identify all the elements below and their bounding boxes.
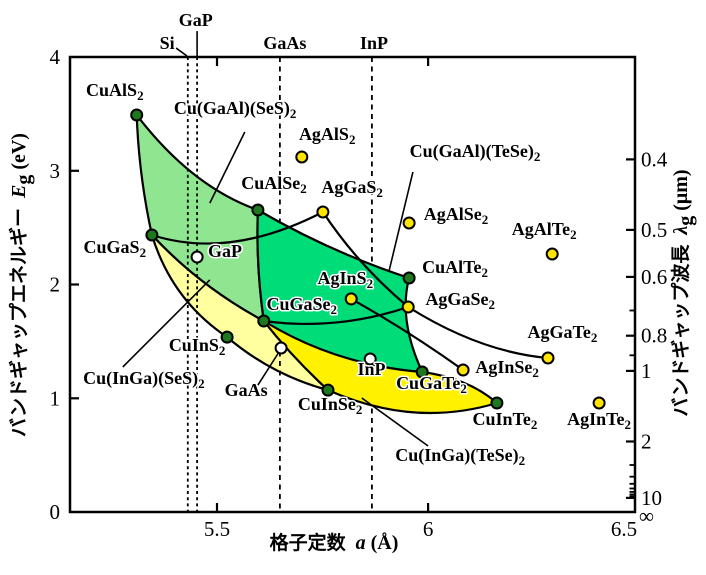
data-point-AgAlS2 <box>295 150 309 164</box>
label-InP: InP <box>357 359 385 379</box>
label-CuGaS2: CuGaS2 <box>84 237 147 260</box>
data-point-CuGaTe2 <box>415 365 429 379</box>
x-axis-title: 格子定数 a (Å) <box>270 531 399 554</box>
data-point-CuGaSe2 <box>257 314 271 328</box>
label-CuInS2: CuInS2 <box>169 335 226 358</box>
label-AgGaSe2: AgGaSe2 <box>425 289 495 312</box>
top-label-InP: InP <box>360 33 388 53</box>
data-point-CuInSe2 <box>321 383 335 397</box>
axis-ticks: 5.5 6 6.5 0 1 2 3 4 0.4 0.5 0.6 0.8 1 2 10∞ <box>50 45 668 541</box>
label-CuGaTe2: CuGaTe2 <box>396 373 467 396</box>
x-tick-label-6: 6 <box>423 517 434 541</box>
top-label-GaAs: GaAs <box>263 33 306 53</box>
data-point-CuInTe2 <box>490 396 504 410</box>
alloy-curve-cugase-aggase <box>263 305 409 326</box>
y-left-tick-label-4: 4 <box>50 45 61 69</box>
label-AgInSe2: AgInSe2 <box>475 357 539 380</box>
label-CuAlTe2: CuAlTe2 <box>422 257 488 280</box>
label-AgAlS2: AgAlS2 <box>299 124 356 147</box>
data-point-AgGaSe2 <box>401 300 415 314</box>
y-left-tick-label-2: 2 <box>50 273 61 297</box>
label-GaAs: GaAs <box>225 380 268 400</box>
region-label-cu-inga-ses: Cu(InGa)(SeS)2 <box>83 368 205 391</box>
y-left-axis-title: バンドギャップエネルギー Eg (eV) <box>7 133 35 437</box>
region-label-cu-gaal-ses: Cu(GaAl)(SeS)2 <box>174 98 297 121</box>
data-point-AgAlSe2 <box>402 216 416 230</box>
x-tick-label-6.5: 6.5 <box>611 517 637 541</box>
data-point-CuAlTe2 <box>402 271 416 285</box>
x-tick-label-5.5: 5.5 <box>204 517 230 541</box>
label-AgAlTe2: AgAlTe2 <box>512 219 577 242</box>
data-point-InP <box>363 352 377 366</box>
y-left-tick-label-0: 0 <box>50 500 61 524</box>
top-label-GaP: GaP <box>179 10 213 30</box>
leader-ldr-inga-tese <box>361 397 429 447</box>
label-CuAlS2: CuAlS2 <box>86 80 144 103</box>
y-right-tick-label-0.4: 0.4 <box>641 147 668 171</box>
data-point-GaAs <box>274 341 288 355</box>
y-right-infinity-label: ∞ <box>639 504 654 528</box>
leader-ldr-ses <box>209 131 246 204</box>
y-right-tick-label-0.5: 0.5 <box>641 218 667 242</box>
label-AgGaS2: AgGaS2 <box>321 177 383 200</box>
label-CuInSe2: CuInSe2 <box>298 394 363 417</box>
label-AgGaTe2: AgGaTe2 <box>527 322 597 345</box>
top-label-Si: Si <box>160 33 175 53</box>
data-point-GaP <box>190 250 204 264</box>
data-point-AgInS2 <box>344 292 358 306</box>
y-left-tick-label-3: 3 <box>50 159 61 183</box>
alloy-curve-cuags-line <box>151 211 324 245</box>
y-right-tick-label-0.6: 0.6 <box>641 265 667 289</box>
data-point-CuInS2 <box>220 330 234 344</box>
data-point-AgGaTe2 <box>541 351 555 365</box>
y-right-tick-label-1: 1 <box>641 359 652 383</box>
y-left-tick-label-1: 1 <box>50 386 61 410</box>
leader-ldr-tese <box>388 171 414 273</box>
y-right-axis-title: バンドギャップ波長 λg (μm) <box>669 169 697 416</box>
region-label-cu-inga-tese: Cu(InGa)(TeSe)2 <box>395 445 525 468</box>
y-right-tick-label-2: 2 <box>641 430 652 454</box>
alloy-curve-agins-aginse <box>350 297 464 371</box>
data-point-AgInSe2 <box>456 363 470 377</box>
data-point-CuGaS2 <box>145 228 159 242</box>
alloy-curve-aggas-aggase <box>321 211 409 308</box>
label-CuAlSe2: CuAlSe2 <box>241 173 307 196</box>
label-CuGaSe2: CuGaSe2 <box>267 294 338 317</box>
data-point-CuAlSe2 <box>251 203 265 217</box>
y-right-tick-label-0.8: 0.8 <box>641 324 667 348</box>
label-AgInS2: AgInS2 <box>318 268 374 291</box>
leader-ldr-inga-ses <box>122 279 211 368</box>
label-GaP: GaP <box>208 241 242 261</box>
label-AgInTe2: AgInTe2 <box>567 409 631 432</box>
data-point-AgAlTe2 <box>545 247 559 261</box>
region-label-cu-gaal-tese: Cu(GaAl)(TeSe)2 <box>410 141 541 164</box>
leader-ldr-si <box>175 47 188 57</box>
data-point-AgInTe2 <box>592 396 606 410</box>
y-right-tick-label-10: 10 <box>641 486 662 510</box>
leader-ldr-gaas <box>257 351 280 386</box>
data-point-CuAlS2 <box>130 108 144 122</box>
label-AgAlSe2: AgAlSe2 <box>424 204 489 227</box>
data-point-AgGaS2 <box>316 205 330 219</box>
alloy-curve-aggase-aggate <box>407 306 549 360</box>
label-CuInTe2: CuInTe2 <box>472 409 537 432</box>
